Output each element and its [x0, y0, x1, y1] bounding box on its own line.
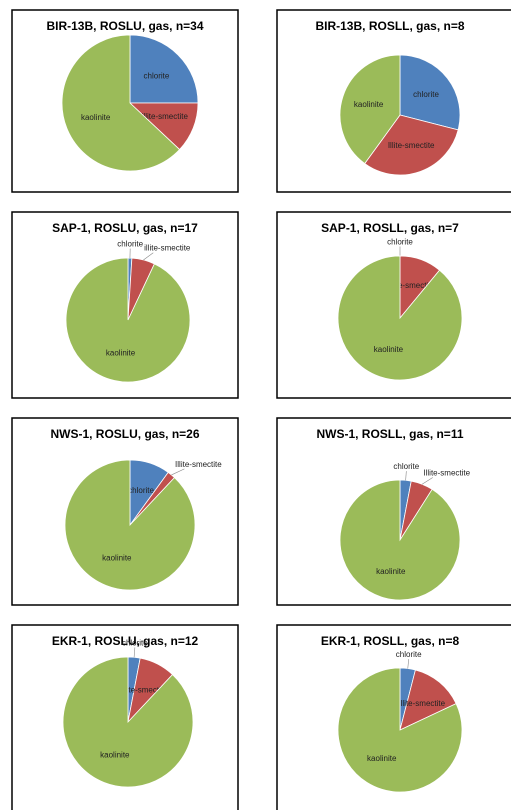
slice-label: Illite-smectite [121, 685, 168, 694]
pie-slice [399, 54, 461, 131]
pie-slice [399, 669, 457, 731]
pie-slice [65, 257, 191, 383]
chart-title: BIR-13B, ROSLL, gas, n=8 [315, 19, 464, 33]
slice-label: kaolinite [106, 348, 136, 357]
chart-title: NWS-1, ROSLU, gas, n=26 [50, 427, 199, 441]
pie-slice [129, 34, 199, 104]
slice-label: kaolinite [374, 345, 404, 354]
slice-label: kaolinite [367, 754, 397, 763]
slice-label: chlorite [393, 462, 419, 471]
leader-line [405, 471, 407, 481]
slice-label: chlorite [387, 238, 413, 247]
chart-title: BIR-13B, ROSLU, gas, n=34 [46, 19, 203, 33]
slice-label: chlorite [144, 72, 170, 81]
slice-label: Illite-smectite [175, 460, 222, 469]
leader-line [407, 659, 410, 669]
chart-title: EKR-1, ROSLL, gas, n=8 [321, 634, 460, 648]
chart-title: SAP-1, ROSLL, gas, n=7 [321, 221, 459, 235]
chart-title: NWS-1, ROSLL, gas, n=11 [316, 427, 463, 441]
slice-label: chlorite [413, 90, 439, 99]
pie-slice [339, 479, 461, 601]
slice-label: illite-smectite [144, 244, 191, 253]
leader-line [143, 252, 154, 261]
slice-label: Illite-smectite [388, 281, 435, 290]
pie-slice [337, 667, 463, 793]
pie-slice [337, 255, 463, 381]
slice-label: chlorite [117, 240, 143, 249]
slice-label: kaolinite [376, 567, 406, 576]
pie-slice [61, 34, 181, 172]
pie-slice [339, 54, 401, 165]
slice-label: chlorite [122, 639, 148, 648]
pie-slice [62, 656, 194, 788]
pie-slice [64, 459, 196, 591]
chart-title: SAP-1, ROSLU, gas, n=17 [52, 221, 198, 235]
slice-label: kaolinite [102, 553, 132, 562]
leader-line [133, 647, 136, 658]
slice-label: Illite-smectite [423, 469, 470, 478]
slice-label: Illite-smectite [388, 141, 435, 150]
slice-label: chlorite [396, 650, 422, 659]
slice-label: kaolinite [100, 750, 130, 759]
leader-line [171, 468, 185, 476]
slice-label: kaolinite [354, 100, 384, 109]
leader-line [421, 477, 433, 485]
slice-label: kaolinite [81, 113, 111, 122]
slice-label: chlorite [128, 486, 154, 495]
chart-title: EKR-1, ROSLU, gas, n=12 [52, 634, 199, 648]
slice-label: Illite-smectite [398, 699, 445, 708]
pie-slice [364, 114, 459, 176]
slice-label: illite-smectite [142, 112, 189, 121]
